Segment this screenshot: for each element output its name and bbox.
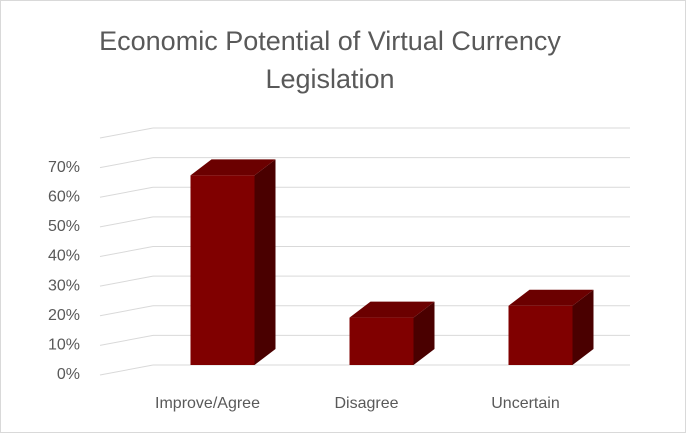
- x-tick-label: Disagree: [334, 395, 398, 412]
- wall-edge: [99, 127, 154, 139]
- grid-line: [99, 216, 154, 228]
- y-tick-label: 40%: [48, 248, 80, 265]
- bar-top: [190, 159, 276, 176]
- grid-line: [99, 364, 154, 376]
- y-tick-label: 70%: [48, 159, 80, 176]
- bar-top: [349, 301, 435, 318]
- x-tick-label: Uncertain: [491, 395, 559, 412]
- x-tick-label: Improve/Agree: [155, 395, 260, 412]
- y-tick-label: 20%: [48, 307, 80, 324]
- y-tick-label: 0%: [57, 366, 80, 383]
- bar: [349, 317, 414, 365]
- y-tick-label: 30%: [48, 277, 80, 294]
- grid-line: [99, 305, 154, 317]
- grid-line: [99, 275, 154, 287]
- bar: [190, 175, 255, 365]
- y-tick-label: 50%: [48, 218, 80, 235]
- grid-line: [99, 186, 154, 198]
- bar-side: [413, 301, 435, 365]
- bar-top: [508, 289, 594, 306]
- y-tick-label: 10%: [48, 337, 80, 354]
- y-tick-label: 60%: [48, 188, 80, 205]
- grid-line: [99, 334, 154, 346]
- grid-line: [99, 157, 154, 169]
- bar-side: [254, 159, 276, 365]
- chart-title: Economic Potential of Virtual Currency L…: [99, 26, 561, 94]
- bar: [508, 305, 573, 365]
- grid-line: [99, 246, 154, 257]
- bar-side: [572, 289, 594, 365]
